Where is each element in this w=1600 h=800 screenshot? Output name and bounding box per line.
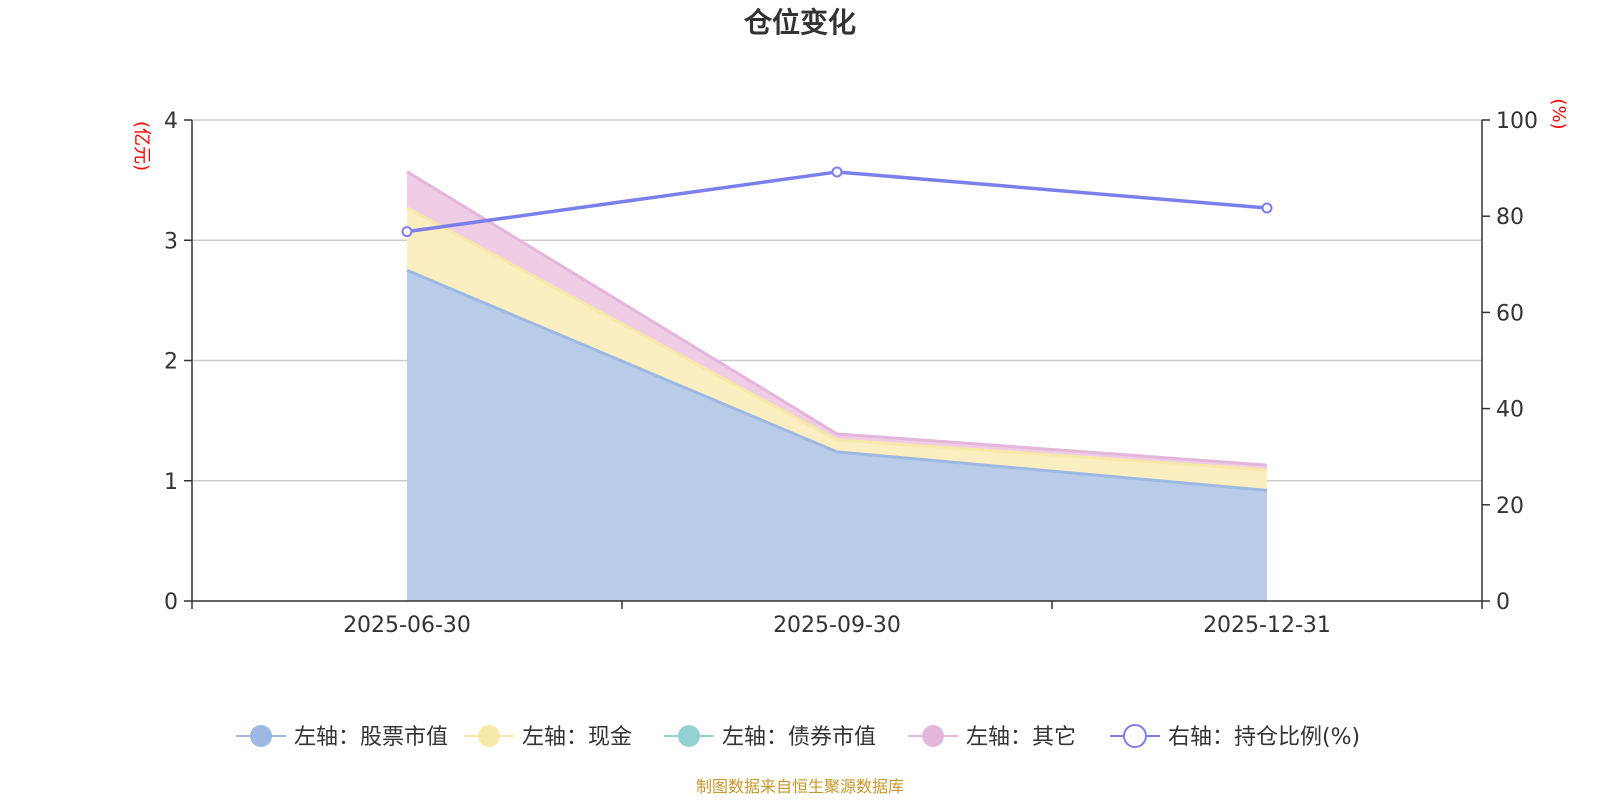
legend-item[interactable]: 左轴：其它 xyxy=(908,725,1076,750)
left-tick-label: 1 xyxy=(164,470,178,495)
ratio-line-path xyxy=(406,170,1268,234)
legend-item[interactable]: 左轴：股票市值 xyxy=(236,725,448,750)
series-lines xyxy=(406,170,1268,492)
legend-item[interactable]: 左轴：债券市值 xyxy=(664,725,876,750)
right-tick-label: 20 xyxy=(1496,494,1524,519)
left-tick-label: 4 xyxy=(164,109,178,134)
right-tick-label: 100 xyxy=(1496,109,1538,134)
right-tick-label: 80 xyxy=(1496,205,1524,230)
legend-circle-marker xyxy=(250,725,272,747)
x-tick-label: 2025-06-30 xyxy=(343,613,471,638)
legend-item[interactable]: 左轴：现金 xyxy=(464,725,632,750)
x-tick-label: 2025-12-31 xyxy=(1203,613,1331,638)
right-axis-ticks: 0 20 40 60 80 100 xyxy=(1482,109,1538,615)
legend-circle-marker xyxy=(478,725,500,747)
left-tick-label: 0 xyxy=(164,590,178,615)
legend-label: 左轴：债券市值 xyxy=(722,725,876,750)
area-series-0 xyxy=(407,270,1267,601)
left-tick-label: 3 xyxy=(164,229,178,254)
data-source-note: 制图数据来自恒生聚源数据库 xyxy=(696,777,904,796)
ratio-point[interactable] xyxy=(831,166,843,178)
legend-label: 左轴：股票市值 xyxy=(294,725,448,750)
left-axis-ticks: 0 1 2 3 4 xyxy=(164,109,192,615)
holding-ratio-line xyxy=(401,166,1273,238)
legend: 左轴：股票市值 左轴：现金 左轴：债券市值 左轴：其它 右轴：持仓比例(%) xyxy=(236,724,1360,750)
right-tick-label: 60 xyxy=(1496,301,1524,326)
left-axis-unit: (亿元) xyxy=(131,121,152,171)
right-tick-label: 0 xyxy=(1496,590,1510,615)
legend-label: 右轴：持仓比例(%) xyxy=(1168,725,1360,750)
x-tick-label: 2025-09-30 xyxy=(773,613,901,638)
legend-circle-marker xyxy=(1123,724,1147,748)
chart-title: 仓位变化 xyxy=(744,6,856,39)
area-line-series-3 xyxy=(406,170,1268,467)
area-line-series-1 xyxy=(406,206,1268,472)
left-tick-label: 2 xyxy=(164,350,178,375)
legend-circle-marker xyxy=(922,725,944,747)
legend-item[interactable]: 右轴：持仓比例(%) xyxy=(1110,724,1360,750)
ratio-point[interactable] xyxy=(401,226,413,238)
x-axis-ticks: 2025-06-30 2025-09-30 2025-12-31 xyxy=(191,601,1483,638)
right-axis-unit: (%) xyxy=(1548,98,1569,129)
ratio-point[interactable] xyxy=(1261,202,1273,214)
stacked-areas xyxy=(407,171,1267,601)
legend-circle-marker xyxy=(678,725,700,747)
legend-label: 左轴：其它 xyxy=(966,725,1076,750)
area-line-series-0 xyxy=(406,268,1268,492)
legend-label: 左轴：现金 xyxy=(522,725,632,750)
right-tick-label: 40 xyxy=(1496,398,1524,423)
